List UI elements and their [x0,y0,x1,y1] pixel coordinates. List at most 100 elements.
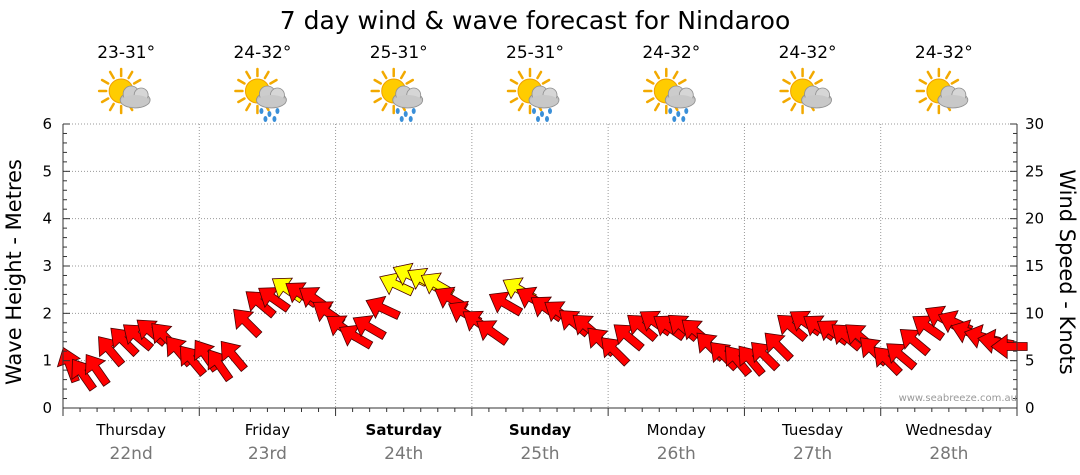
day-label: Wednesday [905,421,992,439]
rain-drop [676,111,681,117]
wind-arrow [627,314,659,343]
day-label: Sunday [509,421,572,439]
right-tick-label: 20 [1025,210,1044,228]
day-temperature: 25-31° [370,43,428,63]
wind-arrow [990,333,1028,360]
weather-icon-layer: 23-31° 24-32° 25-31° 25-31° 24-32° 24-32° 24-3… [97,43,973,122]
sun-ray [517,102,524,112]
wind-arrow [258,287,291,313]
right-axis-title: Wind Speed - Knots [1055,169,1079,374]
rain-showers-icon [506,67,560,122]
sun-ray [237,97,246,104]
wind-arrow [98,336,126,368]
cloud-base [666,95,695,107]
sun-ray [536,70,543,80]
sun-ray [127,70,134,80]
sun-ray [672,70,679,80]
partly-cloudy-icon [779,67,832,115]
sun-ray [918,97,928,104]
sun-ray [245,102,252,112]
wind-arrow [613,324,645,352]
wind-arrow [352,315,387,341]
right-tick-label: 25 [1025,162,1044,180]
day-label: Saturday [366,421,443,439]
rain-showers-icon [643,67,696,122]
rain-drop [403,111,408,117]
day-temperature: 25-31° [506,43,564,63]
date-label: 23rd [248,444,287,464]
wind-arrow [886,343,918,371]
wind-arrow [777,314,809,343]
sun-ray [269,78,278,85]
sun-ray [100,78,110,85]
sun-ray [926,102,933,112]
rain-drop [259,108,264,114]
sun-ray [263,70,270,80]
rain-drop [668,108,673,114]
cloud-base [257,95,286,107]
axis-layer: 0 1 2 3 4 5 6 0 5 10 15 20 25 30 Wave Height - Metres W… [2,115,1079,464]
wind-arrow [379,272,415,297]
wind-arrow [912,315,946,342]
rain-drop [408,116,413,122]
wind-arrow [831,324,863,352]
day-temperature: 23-31° [97,43,155,63]
date-label: 28th [929,444,968,464]
wind-arrow [110,327,140,358]
right-tick-label: 30 [1025,115,1044,133]
left-tick-label: 6 [42,115,52,133]
sun-ray [654,102,661,112]
sun-ray [790,102,797,112]
sun-ray [782,97,791,104]
sun-ray [399,70,406,80]
left-axis-title: Wave Height - Metres [2,159,26,385]
sun-ray [541,78,551,85]
wind-arrow [85,353,111,387]
cloud-base [393,95,422,107]
wind-arrow [899,329,931,357]
rain-drop [263,116,268,122]
rain-drop [411,108,416,114]
sun-ray [373,97,382,104]
sun-ray [509,78,519,85]
wind-arrow [601,337,631,367]
sun-ray [814,78,823,85]
sun-ray [790,70,797,80]
partly-cloudy-icon [915,67,969,115]
day-temperature: 24-32° [779,43,837,63]
cloud-base [121,95,150,107]
sun-ray [132,78,142,85]
day-temperature: 24-32° [915,43,973,63]
date-label: 24th [384,444,423,464]
date-label: 26th [657,444,696,464]
wind-arrow [179,345,208,377]
wind-arrow [764,332,794,362]
chart-title: 7 day wind & wave forecast for Nindaroo [280,6,791,35]
rain-drop [395,108,400,114]
partly-cloudy-icon [97,67,151,115]
right-tick-label: 5 [1025,352,1035,370]
rain-drop [399,116,404,122]
sun-ray [100,97,110,104]
sun-ray [381,70,388,80]
wind-arrow [365,295,401,320]
left-tick-label: 2 [42,304,52,322]
grid-layer [63,123,1017,408]
rain-drop [540,111,544,117]
sun-ray [509,97,519,104]
wind-arrow [207,349,234,383]
sun-ray [945,70,952,80]
sun-ray [381,102,388,112]
left-tick-label: 0 [42,399,52,417]
rain-drop [532,108,536,114]
rain-drop [681,116,686,122]
day-label: Thursday [95,421,166,439]
wind-arrow [338,324,374,350]
wind-arrow [738,345,766,377]
sun-ray [678,78,687,85]
right-tick-label: 15 [1025,257,1044,275]
cloud-base [938,95,967,107]
rain-drop [672,116,677,122]
day-label: Tuesday [781,421,843,439]
